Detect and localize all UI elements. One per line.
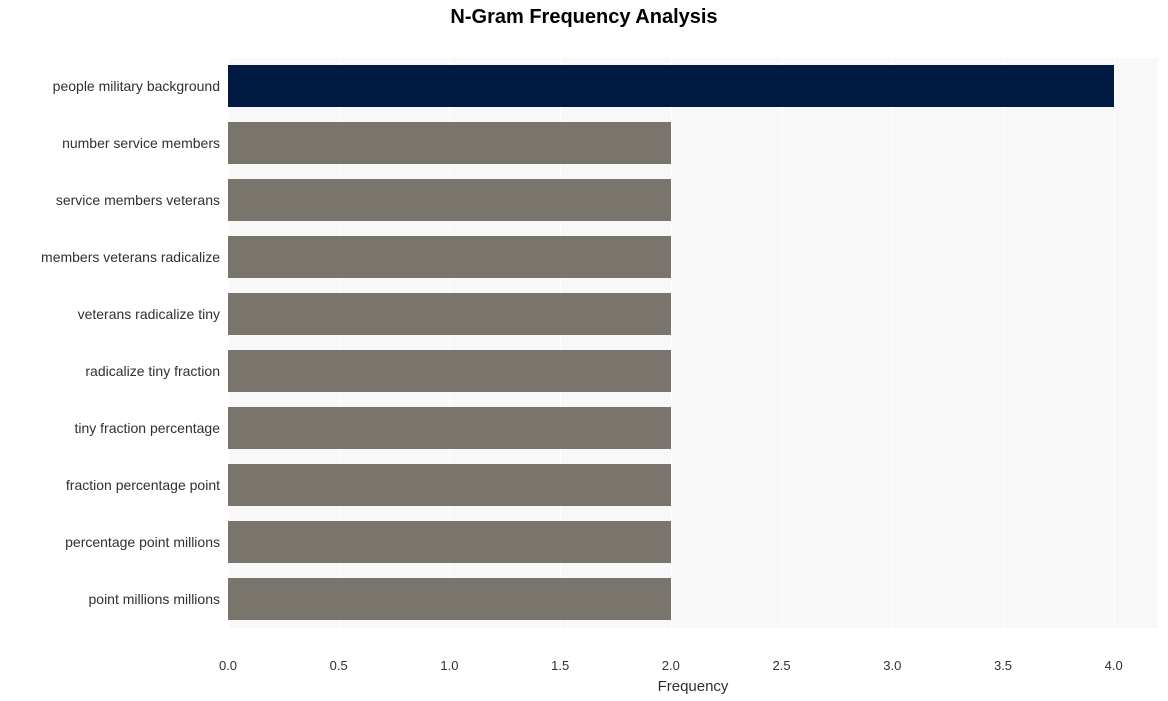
bar (228, 179, 671, 221)
y-axis-category-label: fraction percentage point (66, 477, 228, 493)
bar (228, 236, 671, 278)
vertical-gridline (671, 35, 672, 650)
bar (228, 293, 671, 335)
plot-area: people military backgroundnumber service… (228, 35, 1158, 650)
ngram-frequency-chart: N-Gram Frequency Analysis people militar… (0, 0, 1168, 701)
y-axis-category-label: radicalize tiny fraction (85, 363, 228, 379)
y-axis-category-label: veterans radicalize tiny (78, 306, 228, 322)
x-axis-label: Frequency (228, 650, 1158, 695)
vertical-gridline (892, 35, 893, 650)
vertical-gridline (1114, 35, 1115, 650)
y-axis-category-label: number service members (62, 135, 228, 151)
chart-title: N-Gram Frequency Analysis (0, 6, 1168, 29)
y-axis-category-label: service members veterans (56, 192, 228, 208)
y-axis-category-label: percentage point millions (65, 534, 228, 550)
y-axis-category-label: point millions millions (89, 591, 229, 607)
y-axis-category-label: tiny fraction percentage (74, 420, 228, 436)
bar (228, 464, 671, 506)
y-axis-category-label: people military background (53, 78, 228, 94)
bar (228, 65, 1114, 107)
bar (228, 350, 671, 392)
vertical-gridline (782, 35, 783, 650)
bar (228, 521, 671, 563)
bar (228, 578, 671, 620)
bar (228, 407, 671, 449)
y-axis-category-label: members veterans radicalize (41, 249, 228, 265)
bar (228, 122, 671, 164)
vertical-gridline (1003, 35, 1004, 650)
